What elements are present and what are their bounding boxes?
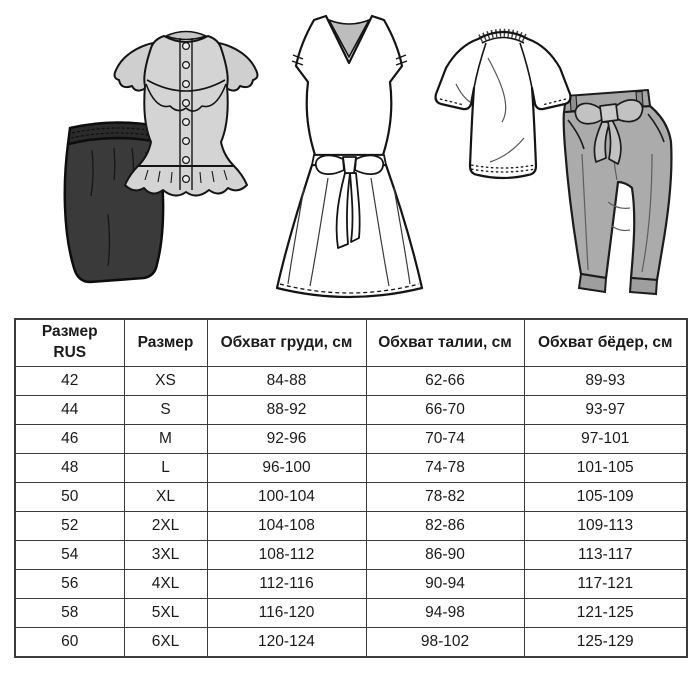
pants-icon: [562, 89, 673, 296]
table-cell: 108-112: [206, 540, 367, 570]
table-cell: 116-120: [206, 598, 367, 628]
table-row: 46 M 92-96 70-74 97-101: [14, 424, 688, 454]
table-row: 50 XL 100-104 78-82 105-109: [14, 482, 688, 512]
table-cell: 48: [14, 453, 125, 483]
table-cell: 101-105: [523, 453, 688, 483]
table-cell: 2XL: [123, 511, 208, 541]
table-cell: 109-113: [523, 511, 688, 541]
table-cell: 46: [14, 424, 125, 454]
table-cell: 120-124: [206, 627, 367, 658]
dress-icon: [275, 14, 424, 299]
table-cell: 42: [14, 366, 125, 396]
table-cell: XS: [123, 366, 208, 396]
table-cell: 5XL: [123, 598, 208, 628]
table-cell: S: [123, 395, 208, 425]
table-row: 60 6XL 120-124 98-102 125-129: [14, 627, 688, 658]
column-header: Размер RUS: [14, 318, 125, 367]
table-cell: 70-74: [365, 424, 525, 454]
table-cell: 121-125: [523, 598, 688, 628]
table-row: 44 S 88-92 66-70 93-97: [14, 395, 688, 425]
table-header-row: Размер RUS Размер Обхват груди, см Обхват т…: [14, 318, 688, 367]
table-cell: 78-82: [365, 482, 525, 512]
garment-illustrations: [0, 0, 700, 316]
table-cell: 66-70: [365, 395, 525, 425]
table-row: 48 L 96-100 74-78 101-105: [14, 453, 688, 483]
table-cell: 113-117: [523, 540, 688, 570]
table-row: 58 5XL 116-120 94-98 121-125: [14, 598, 688, 628]
table-cell: 94-98: [365, 598, 525, 628]
table-cell: 84-88: [206, 366, 367, 396]
table-cell: 96-100: [206, 453, 367, 483]
table-cell: 54: [14, 540, 125, 570]
table-cell: 60: [14, 627, 125, 658]
table-cell: 92-96: [206, 424, 367, 454]
table-cell: 93-97: [523, 395, 688, 425]
table-cell: XL: [123, 482, 208, 512]
table-cell: 44: [14, 395, 125, 425]
table-cell: 117-121: [523, 569, 688, 599]
tshirt-icon: [434, 28, 572, 180]
table-cell: 52: [14, 511, 125, 541]
table-cell: 104-108: [206, 511, 367, 541]
table-cell: 62-66: [365, 366, 525, 396]
table-cell: 100-104: [206, 482, 367, 512]
table-row: 56 4XL 112-116 90-94 117-121: [14, 569, 688, 599]
table-cell: 125-129: [523, 627, 688, 658]
blouse-icon: [113, 30, 259, 197]
column-header: Обхват бёдер, см: [523, 318, 688, 367]
table-cell: 82-86: [365, 511, 525, 541]
table-row: 42 XS 84-88 62-66 89-93: [14, 366, 688, 396]
column-header: Обхват талии, см: [365, 318, 525, 367]
table-cell: 105-109: [523, 482, 688, 512]
column-header: Размер: [123, 318, 208, 367]
table-cell: 88-92: [206, 395, 367, 425]
table-cell: 112-116: [206, 569, 367, 599]
table-cell: 56: [14, 569, 125, 599]
table-cell: 3XL: [123, 540, 208, 570]
table-cell: 97-101: [523, 424, 688, 454]
table-row: 52 2XL 104-108 82-86 109-113: [14, 511, 688, 541]
table-cell: 6XL: [123, 627, 208, 658]
table-cell: 86-90: [365, 540, 525, 570]
table-cell: L: [123, 453, 208, 483]
table-cell: 50: [14, 482, 125, 512]
table-cell: 89-93: [523, 366, 688, 396]
table-cell: 98-102: [365, 627, 525, 658]
column-header: Обхват груди, см: [206, 318, 367, 367]
table-body: 42 XS 84-88 62-66 89-93 44 S 88-92 66-70 93-97 46 M…: [14, 366, 688, 658]
table-cell: 74-78: [365, 453, 525, 483]
table-cell: 90-94: [365, 569, 525, 599]
table-cell: 58: [14, 598, 125, 628]
table-cell: 4XL: [123, 569, 208, 599]
size-table: Размер RUS Размер Обхват груди, см Обхват т…: [14, 318, 688, 658]
table-cell: M: [123, 424, 208, 454]
table-row: 54 3XL 108-112 86-90 113-117: [14, 540, 688, 570]
